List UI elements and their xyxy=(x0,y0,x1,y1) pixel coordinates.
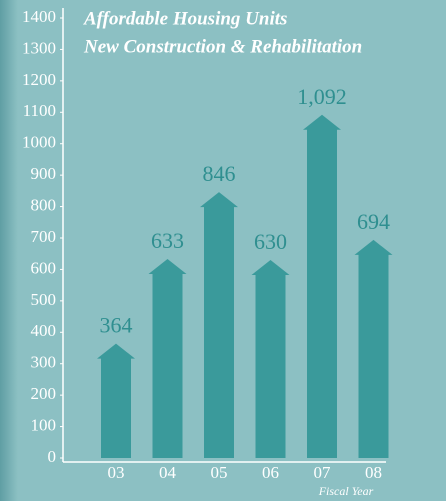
y-tick-label: 1400 xyxy=(22,7,56,26)
y-tick-label: 300 xyxy=(31,353,57,372)
y-tick-label: 1200 xyxy=(22,70,56,89)
y-tick-label: 200 xyxy=(31,384,57,403)
bar xyxy=(148,259,187,458)
x-tick-label: 04 xyxy=(159,463,177,482)
x-tick-label: 06 xyxy=(262,463,279,482)
y-tick-label: 400 xyxy=(31,321,57,340)
x-tick-label: 07 xyxy=(314,463,332,482)
bar xyxy=(303,114,341,459)
chart-subtitle: New Construction & Rehabilitation xyxy=(83,36,362,57)
y-tick-label: 900 xyxy=(31,164,57,183)
bar xyxy=(97,343,135,458)
x-tick-label: 05 xyxy=(211,463,228,482)
y-tick-label: 1100 xyxy=(23,101,56,120)
value-label: 630 xyxy=(254,229,287,254)
y-tick-label: 500 xyxy=(31,290,57,309)
y-tick-label: 700 xyxy=(31,227,57,246)
bar xyxy=(200,192,238,458)
value-label: 846 xyxy=(203,161,236,186)
y-tick-label: 800 xyxy=(31,195,57,214)
bar xyxy=(354,239,393,458)
x-axis-label: Fiscal Year xyxy=(318,484,374,498)
y-tick-label: 1300 xyxy=(22,38,56,57)
value-label: 694 xyxy=(357,209,390,234)
y-tick-label: 0 xyxy=(48,447,57,466)
y-tick-label: 100 xyxy=(31,415,57,434)
chart-title: Affordable Housing Units xyxy=(83,8,287,29)
x-tick-label: 08 xyxy=(365,463,382,482)
value-label: 1,092 xyxy=(297,84,347,109)
bar xyxy=(251,260,290,458)
x-tick-label: 03 xyxy=(108,463,125,482)
value-label: 364 xyxy=(100,313,133,338)
value-label: 633 xyxy=(151,228,184,253)
y-tick-label: 600 xyxy=(31,258,57,277)
y-tick-label: 1000 xyxy=(22,133,56,152)
